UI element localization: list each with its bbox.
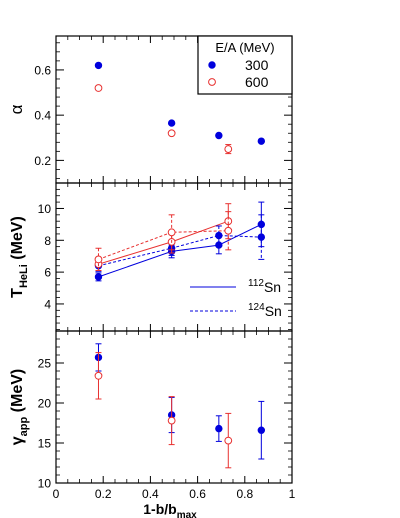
data-point-open xyxy=(167,416,176,425)
x-axis-label: 1-b/bmax xyxy=(143,501,197,518)
x-tick-label: 0.4 xyxy=(142,487,159,501)
legend-label-sup: 124 xyxy=(248,302,265,313)
data-point-open xyxy=(167,228,176,237)
legend-label-base: Sn xyxy=(265,303,282,319)
y-tick-label: 15 xyxy=(38,437,52,451)
legend-label: 300 xyxy=(245,57,269,73)
x-axis-label-main: 1-b/b xyxy=(143,501,176,517)
legend-marker-open xyxy=(208,78,216,86)
data-point-filled xyxy=(215,424,223,433)
data-point-filled xyxy=(94,273,103,281)
data-point-open xyxy=(224,145,233,153)
data-point-filled xyxy=(257,426,266,434)
y-axis-label: THeLi (MeV) xyxy=(9,216,30,298)
y-tick-label: 6 xyxy=(44,266,51,280)
legend-marker-filled xyxy=(208,61,216,69)
series-line-e600-dashed xyxy=(98,230,229,260)
y-tick-label: 10 xyxy=(38,202,52,216)
x-tick-label: 1 xyxy=(289,487,296,501)
y-axis-label-main: γ xyxy=(9,436,26,445)
data-point-open xyxy=(224,226,233,235)
data-point-open xyxy=(224,436,233,445)
y-tick-label: 25 xyxy=(38,357,52,371)
legend-label-base: Sn xyxy=(264,279,281,295)
data-point-filled xyxy=(167,119,176,127)
y-tick-label: 10 xyxy=(38,477,52,491)
y-tick-label: 4 xyxy=(44,297,51,311)
legend-title: E/A (MeV) xyxy=(215,40,274,55)
y-axis-label: α xyxy=(7,104,26,114)
x-axis-label-sub: max xyxy=(177,510,197,518)
y-tick-label: 0.2 xyxy=(34,154,51,168)
legend-label: 600 xyxy=(245,74,269,90)
y-axis-label-main: T xyxy=(9,288,26,298)
data-point-open xyxy=(94,371,103,380)
data-point-filled xyxy=(257,137,266,145)
data-point-open xyxy=(94,84,103,92)
series-line-e300-dashed xyxy=(98,234,262,267)
legend-label-sup: 112 xyxy=(248,278,264,289)
y-tick-label: 0.4 xyxy=(34,109,51,123)
legend-label: 124Sn xyxy=(248,302,282,319)
plot-frame xyxy=(55,330,293,484)
panel-gamma: 10 15 20 25 γapp (MeV) xyxy=(9,330,293,491)
data-point-filled xyxy=(257,233,266,241)
x-tick-label: 0.2 xyxy=(95,487,112,501)
y-tick-label: 20 xyxy=(38,397,52,411)
legend-label: 112Sn xyxy=(248,278,281,295)
y-axis-label-unit: (MeV) xyxy=(9,216,26,264)
y-axis-label-unit: (MeV) xyxy=(9,369,26,417)
data-point-filled xyxy=(94,61,103,70)
y-axis-label-sub: app xyxy=(18,416,30,436)
x-tick-label: 0.6 xyxy=(189,487,206,501)
data-point-filled xyxy=(215,131,223,140)
data-point-filled xyxy=(215,231,223,240)
y-axis-label-sub: HeLi xyxy=(18,264,30,288)
series-line-e600-solid xyxy=(98,220,229,265)
y-tick-label: 0.6 xyxy=(34,63,51,77)
data-point-open xyxy=(94,255,103,264)
y-tick-label: 8 xyxy=(44,234,51,248)
y-axis-label: γapp (MeV) xyxy=(9,369,30,445)
x-tick-label: 0.8 xyxy=(236,487,253,501)
y-axis-label-main: α xyxy=(7,104,26,114)
data-point-open xyxy=(167,129,176,138)
series-line-e300-solid xyxy=(98,223,262,278)
x-tick-label: 0 xyxy=(53,487,60,501)
